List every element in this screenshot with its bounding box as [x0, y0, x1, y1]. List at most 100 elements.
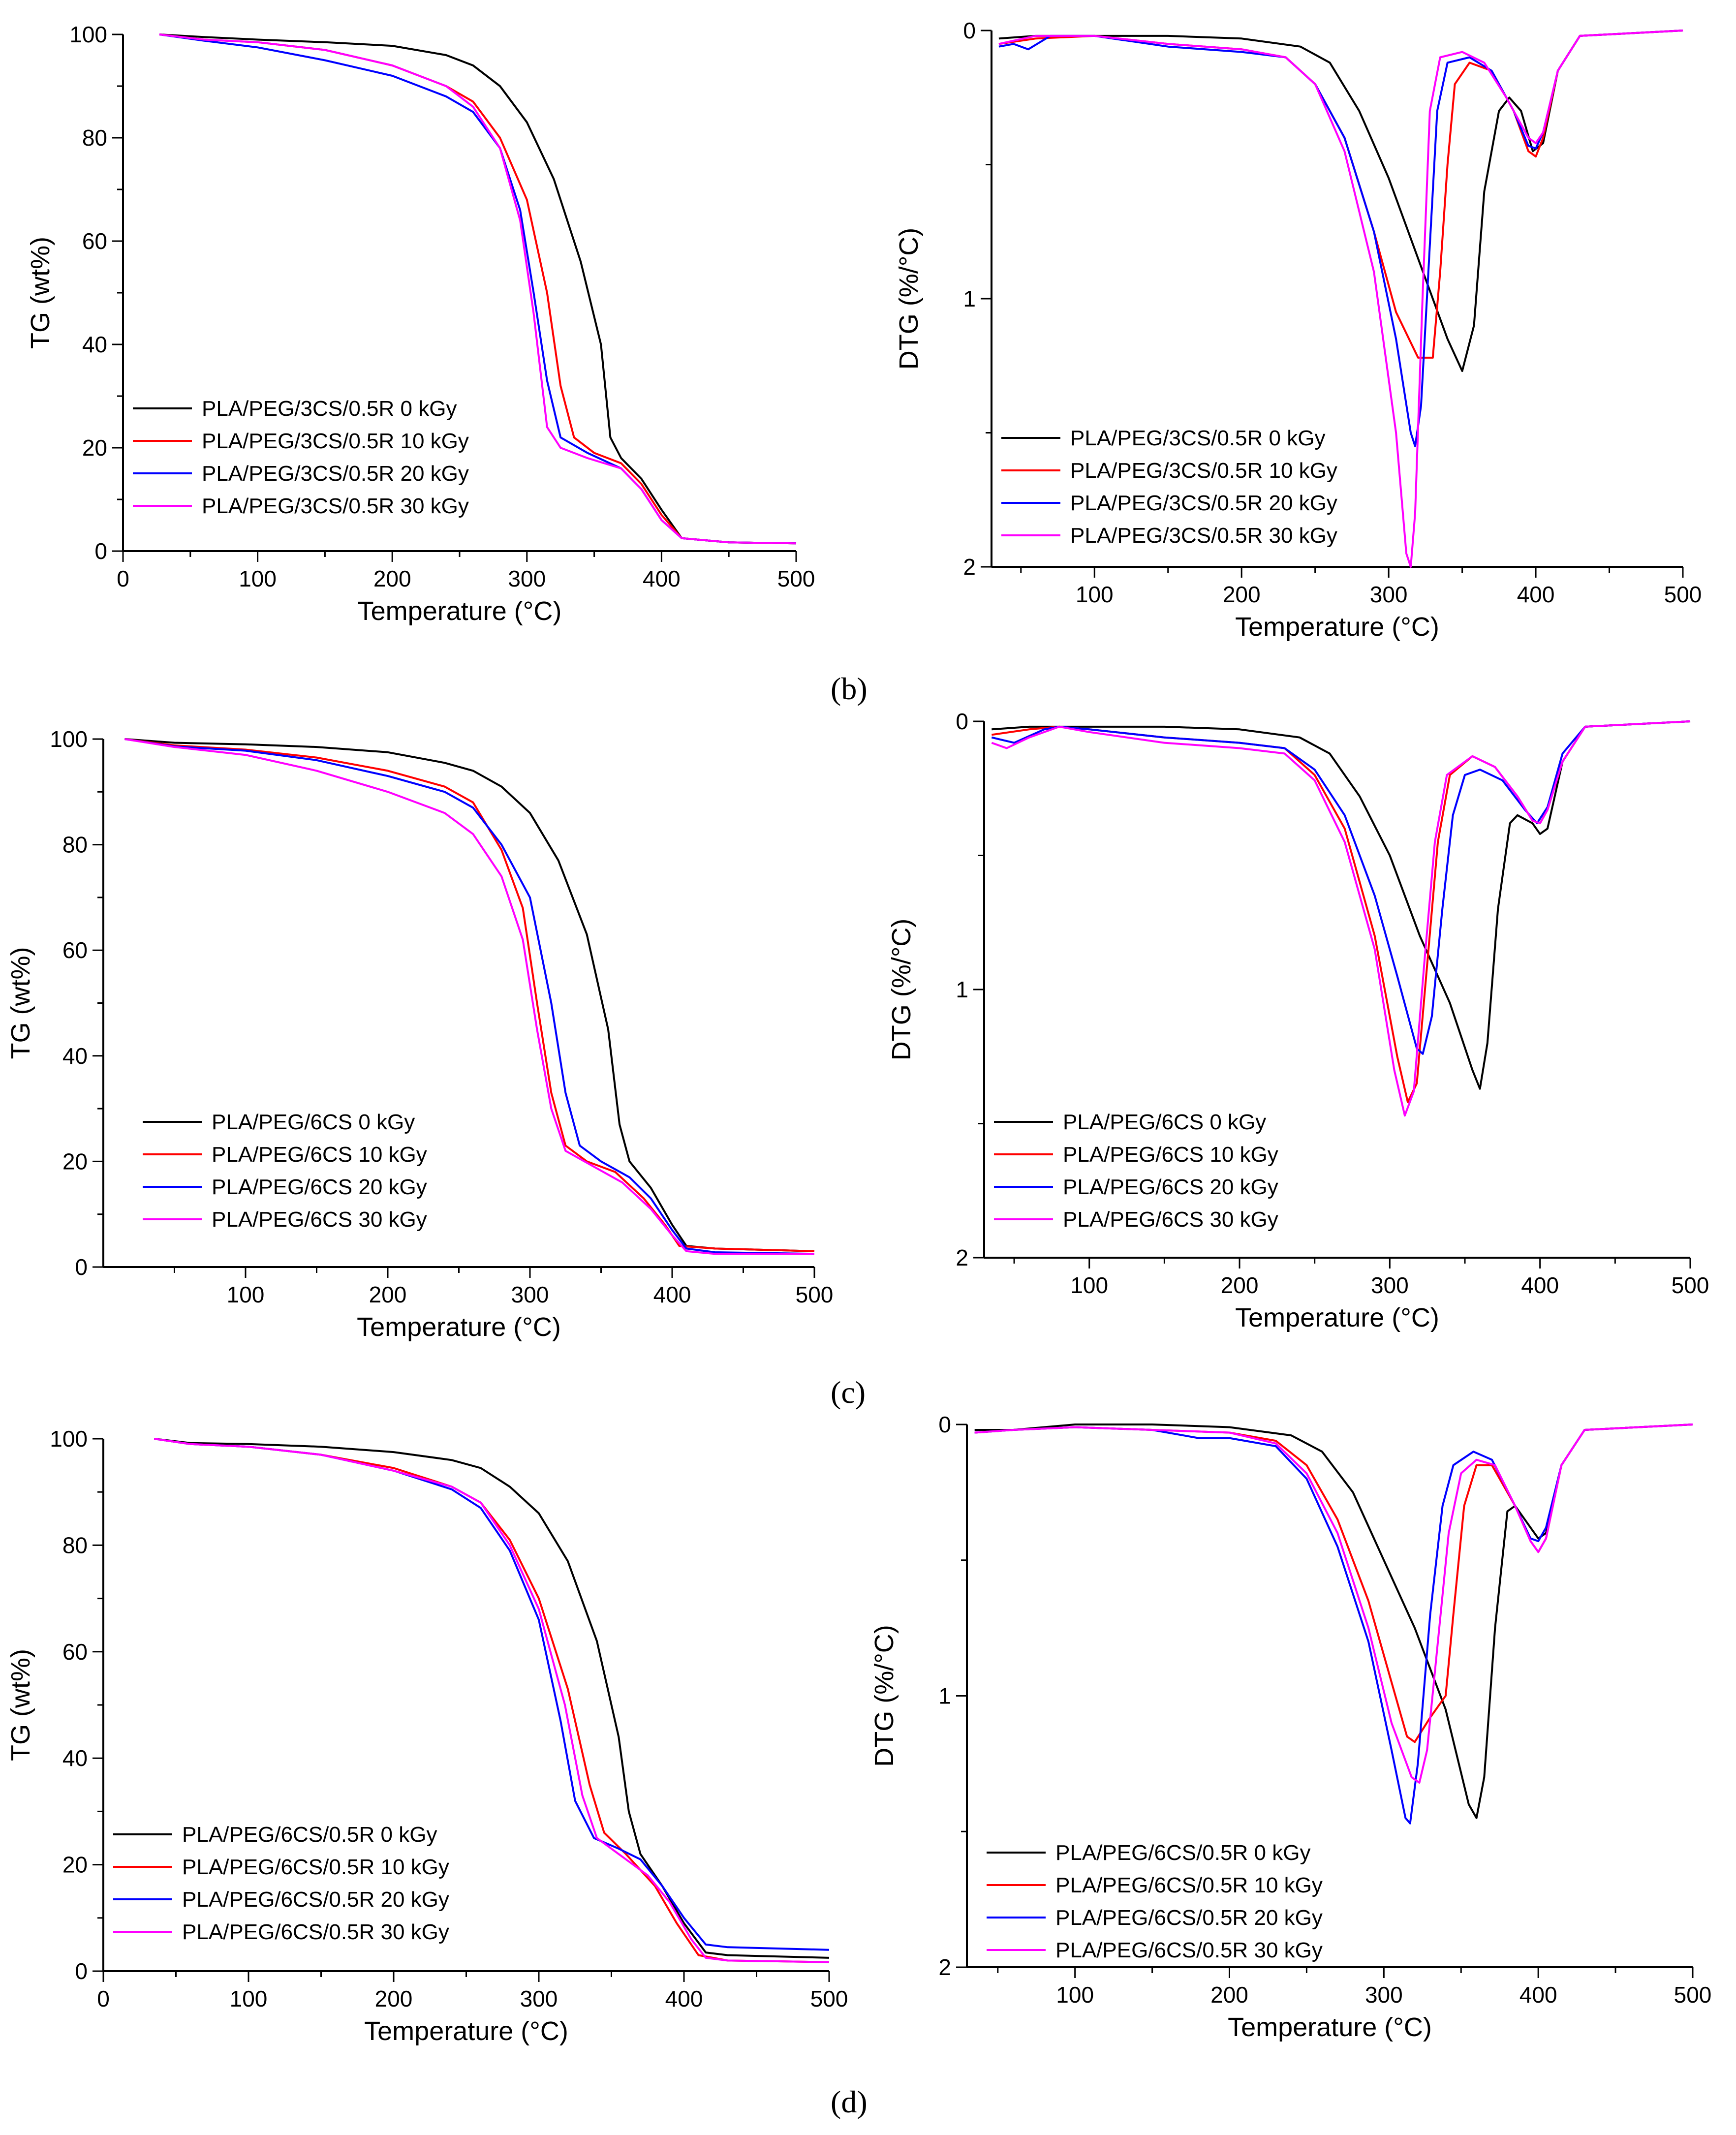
- y-axis-title: DTG (%/°C): [869, 1625, 899, 1767]
- panel-label-d: (d): [831, 2084, 868, 2119]
- y-axis-title: TG (wt%): [26, 237, 55, 349]
- series-line: [124, 738, 815, 1255]
- y-tick-label: 2: [938, 1954, 951, 1980]
- y-tick-label: 40: [82, 332, 107, 357]
- y-tick-label: 40: [62, 1043, 88, 1069]
- x-tick-label: 100: [230, 1986, 268, 2011]
- series-line: [998, 30, 1683, 568]
- y-tick-label: 0: [956, 709, 968, 734]
- y-tick-label: 0: [75, 1958, 88, 1984]
- y-tick-label: 60: [62, 1639, 88, 1665]
- legend-label: PLA/PEG/6CS 30 kGy: [1063, 1207, 1278, 1232]
- y-axis-title: TG (wt%): [6, 1649, 35, 1761]
- series-line: [124, 738, 815, 1252]
- y-tick-label: 20: [82, 435, 107, 461]
- legend-label: PLA/PEG/6CS 10 kGy: [212, 1143, 427, 1167]
- y-tick-label: 80: [62, 832, 88, 858]
- y-tick-label: 1: [956, 977, 968, 1002]
- x-tick-label: 0: [117, 566, 129, 591]
- x-tick-label: 0: [97, 1986, 110, 2011]
- y-tick-label: 60: [82, 228, 107, 254]
- dtg-chart-6cs: 100 200 300 400 500 0 1 2 Temperature (°C) DTG (%…: [887, 709, 1709, 1332]
- x-tick-label: 100: [227, 1282, 265, 1307]
- x-tick-label: 400: [643, 566, 681, 591]
- x-tick-label: 100: [239, 566, 277, 591]
- x-tick-label: 500: [1664, 582, 1702, 607]
- legend-label: PLA/PEG/6CS 0 kGy: [212, 1110, 415, 1134]
- legend-label: PLA/PEG/6CS 20 kGy: [212, 1175, 427, 1199]
- y-tick-label: 1: [938, 1683, 951, 1709]
- y-tick-label: 2: [956, 1245, 968, 1270]
- y-tick-label: 40: [62, 1745, 88, 1771]
- x-tick-label: 200: [1221, 1272, 1259, 1298]
- x-tick-label: 300: [1370, 582, 1408, 607]
- legend-label: PLA/PEG/3CS/0.5R 0 kGy: [1070, 426, 1325, 450]
- x-tick-label: 300: [1371, 1272, 1409, 1298]
- y-tick-label: 1: [963, 286, 976, 311]
- legend-label: PLA/PEG/6CS 30 kGy: [212, 1207, 427, 1232]
- x-tick-label: 300: [508, 566, 546, 591]
- x-tick-label: 100: [1056, 1982, 1094, 2008]
- x-tick-label: 200: [1223, 582, 1261, 607]
- legend-label: PLA/PEG/6CS 0 kGy: [1063, 1110, 1266, 1134]
- y-tick-label: 0: [938, 1412, 951, 1437]
- series-line: [974, 1423, 1693, 1825]
- y-tick-label: 0: [963, 18, 976, 43]
- legend-label: PLA/PEG/6CS/0.5R 10 kGy: [182, 1855, 449, 1879]
- x-axis-title: Temperature (°C): [1228, 2012, 1432, 2042]
- series-line: [159, 33, 797, 545]
- tg-chart-6cs: 100 200 300 400 500 0 20 40 60 80 100 Temperature (…: [6, 726, 833, 1342]
- y-axis-title: TG (wt%): [6, 947, 35, 1059]
- legend-label: PLA/PEG/6CS/0.5R 10 kGy: [1055, 1873, 1323, 1897]
- legend-label: PLA/PEG/6CS/0.5R 20 kGy: [182, 1887, 449, 1912]
- legend-label: PLA/PEG/6CS/0.5R 30 kGy: [1055, 1938, 1323, 1962]
- y-tick-label: 100: [50, 1426, 88, 1452]
- legend-label: PLA/PEG/6CS/0.5R 0 kGy: [1055, 1841, 1310, 1865]
- legend-label: PLA/PEG/3CS/0.5R 0 kGy: [202, 397, 457, 421]
- y-axis-title: DTG (%/°C): [887, 919, 916, 1061]
- y-axis-title: DTG (%/°C): [894, 228, 924, 370]
- x-tick-label: 300: [1365, 1982, 1403, 2008]
- legend-label: PLA/PEG/6CS/0.5R 20 kGy: [1055, 1906, 1323, 1930]
- series-line: [992, 720, 1691, 1090]
- x-tick-label: 400: [1517, 582, 1555, 607]
- x-tick-label: 400: [665, 1986, 703, 2011]
- dtg-chart-3cs-0.5r: 100 200 300 400 500 0 1 2 Temperature (°C) DTG (%…: [894, 18, 1702, 642]
- y-tick-label: 0: [94, 538, 107, 564]
- series-line: [974, 1423, 1693, 1784]
- legend-label: PLA/PEG/6CS/0.5R 30 kGy: [182, 1920, 449, 1944]
- x-tick-label: 400: [1521, 1272, 1559, 1298]
- legend-label: PLA/PEG/3CS/0.5R 30 kGy: [1070, 524, 1337, 548]
- y-tick-label: 80: [82, 125, 107, 151]
- legend-label: PLA/PEG/6CS/0.5R 0 kGy: [182, 1823, 437, 1847]
- panel-label-c: (c): [831, 1375, 866, 1410]
- legend-label: PLA/PEG/3CS/0.5R 20 kGy: [202, 462, 469, 486]
- legend-label: PLA/PEG/3CS/0.5R 30 kGy: [202, 494, 469, 518]
- x-tick-label: 400: [1519, 1982, 1557, 2008]
- x-tick-label: 500: [1674, 1982, 1712, 2008]
- y-tick-label: 0: [75, 1254, 88, 1280]
- x-tick-label: 100: [1070, 1272, 1108, 1298]
- series-line: [998, 30, 1683, 372]
- x-axis-title: Temperature (°C): [364, 2016, 568, 2046]
- tg-chart-6cs-0.5r: 0 100 200 300 400 500 0 20 40 60 80 100 Temperature …: [6, 1426, 848, 2046]
- x-axis-title: Temperature (°C): [357, 1312, 561, 1342]
- legend-label: PLA/PEG/6CS 10 kGy: [1063, 1143, 1278, 1167]
- legend-label: PLA/PEG/3CS/0.5R 10 kGy: [1070, 459, 1337, 483]
- series-line: [154, 1438, 830, 1959]
- y-tick-label: 60: [62, 937, 88, 963]
- series-line: [124, 738, 815, 1252]
- x-tick-label: 300: [511, 1282, 549, 1307]
- y-tick-label: 100: [69, 22, 107, 47]
- dtg-chart-6cs-0.5r: 100 200 300 400 500 0 1 2 Temperature (°C) DTG (%…: [869, 1412, 1711, 2042]
- tg-chart-3cs-0.5r: 0 100 200 300 400 500 0 20 40 60 80 100 Temperature …: [26, 22, 815, 626]
- legend-label: PLA/PEG/3CS/0.5R 20 kGy: [1070, 491, 1337, 515]
- x-tick-label: 200: [1210, 1982, 1248, 2008]
- x-tick-label: 200: [375, 1986, 413, 2011]
- x-axis-title: Temperature (°C): [1235, 612, 1439, 642]
- y-tick-label: 80: [62, 1532, 88, 1558]
- y-tick-label: 100: [50, 726, 88, 752]
- legend-label: PLA/PEG/6CS 20 kGy: [1063, 1175, 1278, 1199]
- x-tick-label: 200: [369, 1282, 407, 1307]
